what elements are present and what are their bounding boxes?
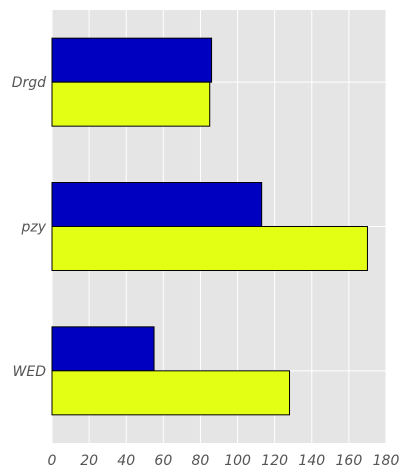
x-tick-label: 80	[192, 453, 210, 469]
y-tick-label-drgd: Drgd	[12, 75, 46, 91]
bars	[51, 37, 368, 416]
bar-drgd-series-1	[51, 37, 213, 83]
bar-wed-series-1	[51, 326, 155, 372]
x-tick-label: 180	[373, 453, 400, 469]
x-tick-label: 140	[298, 453, 325, 469]
bar-drgd-series-2	[51, 81, 211, 127]
x-tick-label: 160	[336, 453, 363, 469]
x-tick-label: 100	[224, 453, 251, 469]
x-tick-label: 60	[154, 453, 172, 469]
y-tick-label-pzy: pzy	[20, 220, 46, 236]
x-tick-label: 20	[80, 453, 98, 469]
bar-wed-series-2	[51, 370, 291, 416]
x-tick-labels: 0 20 40 60 80 100 120 140 160 180	[48, 453, 400, 469]
y-tick-label-wed: WED	[13, 364, 47, 380]
y-tick-labels: Drgd pzy WED	[12, 75, 47, 380]
x-tick-label: 120	[261, 453, 288, 469]
x-tick-label: 40	[117, 453, 135, 469]
x-tick-label: 0	[48, 453, 57, 469]
bar-pzy-series-2	[51, 226, 368, 271]
bar-pzy-series-1	[51, 182, 263, 227]
